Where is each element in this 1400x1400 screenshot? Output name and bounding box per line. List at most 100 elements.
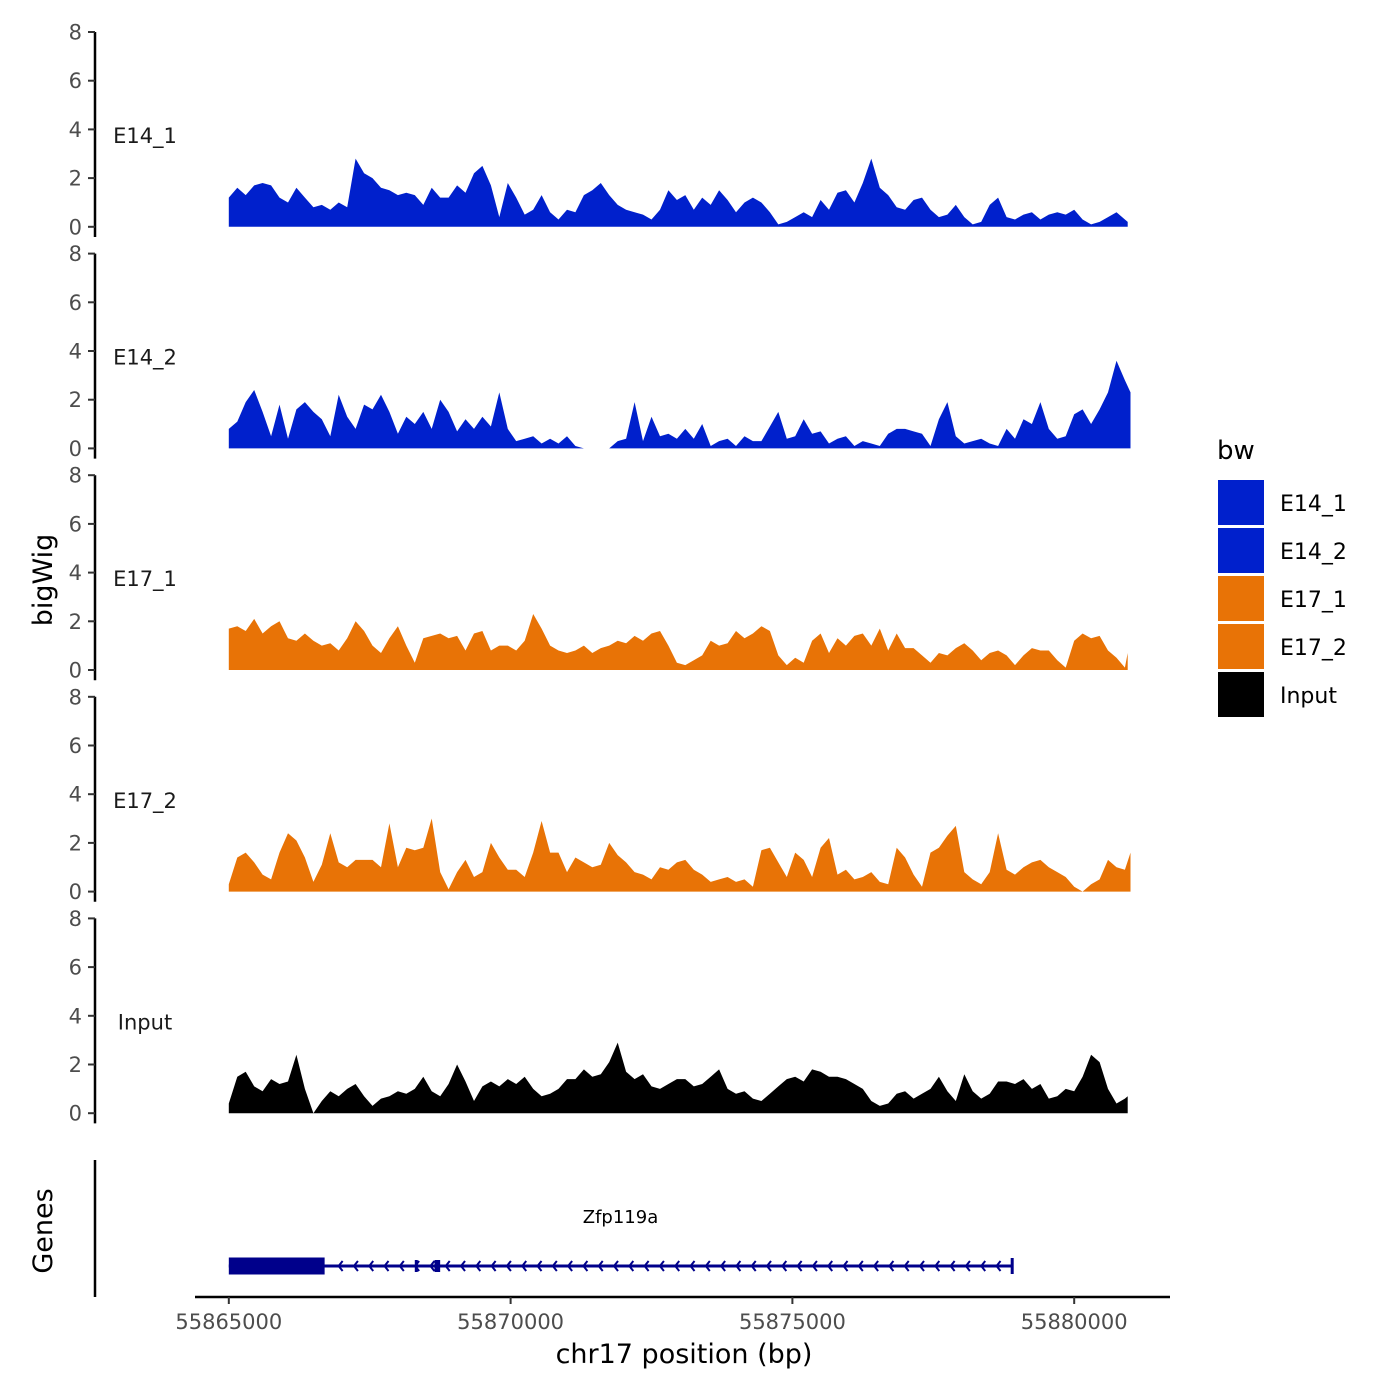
y-tick-label: 2 (69, 831, 82, 855)
legend-swatch (1218, 624, 1264, 669)
legend-swatch (1218, 672, 1264, 717)
strand-arrow (826, 1260, 834, 1272)
strand-arrow (765, 1260, 772, 1272)
y-tick-label: 6 (69, 734, 82, 758)
y-tick-label: 4 (69, 783, 82, 807)
y-tick-label: 0 (69, 880, 82, 904)
tracks-layer: 0 2 4 6 8 E14_1 0 2 4 6 8 E14_2 0 2 4 6 8 E17_1 0 2 4 6 8 E17_2… (69, 21, 1131, 1126)
x-axis-title: chr17 position (bp) (556, 1339, 813, 1370)
track-e17-1: 0 2 4 6 8 E17_1 (69, 464, 1128, 683)
strand-arrow (673, 1260, 681, 1272)
legend: bw E14_1 E14_2 E17_1 E17_2 Input (1217, 436, 1347, 717)
strand-arrow (704, 1260, 711, 1272)
strand-arrow (612, 1260, 619, 1272)
strand-arrow (949, 1260, 956, 1272)
strand-arrow (781, 1260, 788, 1272)
strand-arrow (811, 1260, 818, 1272)
strand-arrow (903, 1260, 910, 1272)
track-area-input (228, 1042, 1128, 1114)
y-tick-label: 8 (69, 685, 82, 709)
track-label: E14_2 (113, 346, 177, 371)
y-tick-label: 8 (69, 21, 82, 45)
y-tick-label: 6 (69, 291, 82, 315)
x-tick-label: 55880000 (1021, 1310, 1128, 1334)
strand-arrow (964, 1260, 971, 1272)
gene-exon (414, 1260, 418, 1272)
strand-arrow (337, 1260, 344, 1272)
track-area-e14-2 (228, 258, 1131, 449)
track-area-e17-2 (228, 786, 1131, 892)
strand-arrow (934, 1260, 941, 1272)
track-label: E14_1 (113, 124, 177, 149)
strand-arrow (643, 1260, 650, 1272)
strand-arrow (459, 1260, 466, 1272)
y-tick-label: 8 (69, 907, 82, 931)
track-e14-2: 0 2 4 6 8 E14_2 (69, 242, 1131, 461)
y-tick-label: 2 (69, 167, 82, 191)
gene-exon (228, 1257, 325, 1275)
strand-arrow (475, 1260, 482, 1272)
legend-swatch (1218, 576, 1264, 621)
x-axis: 55865000 55870000 55875000 55880000 (175, 1295, 1170, 1334)
y-tick-label: 4 (69, 340, 82, 364)
strand-arrow (444, 1260, 451, 1272)
strand-arrow (505, 1260, 512, 1272)
x-tick-label: 55870000 (457, 1310, 564, 1334)
strand-arrow (750, 1260, 757, 1272)
strand-arrow (566, 1260, 573, 1272)
track-label: E17_2 (113, 789, 177, 814)
gene-label: Zfp119a (583, 1207, 658, 1228)
track-area-e14-1 (228, 51, 1128, 227)
strand-arrow (979, 1260, 987, 1272)
y-tick-label: 2 (69, 610, 82, 634)
strand-arrow (383, 1260, 390, 1272)
y-tick-label: 2 (69, 388, 82, 412)
strand-arrow (796, 1260, 803, 1272)
x-tick-label: 55865000 (175, 1310, 282, 1334)
strand-arrow (367, 1260, 375, 1272)
y-tick-label: 0 (69, 437, 82, 461)
legend-entry-label: E17_2 (1280, 636, 1347, 661)
strand-arrow (551, 1260, 558, 1272)
y-tick-label: 4 (69, 561, 82, 585)
y-tick-label: 0 (69, 215, 82, 239)
strand-arrow (689, 1260, 696, 1272)
strand-arrow (872, 1260, 879, 1272)
y-tick-label: 8 (69, 242, 82, 266)
track-input: 0 2 4 6 8 Input (69, 907, 1128, 1126)
strand-arrow (842, 1260, 849, 1272)
track-label: E17_1 (113, 567, 177, 592)
strand-arrow (490, 1260, 497, 1272)
track-label: Input (118, 1010, 172, 1034)
track-area-e17-1 (228, 562, 1128, 670)
genes-axis-title: Genes (28, 1188, 59, 1273)
y-tick-label: 4 (69, 1004, 82, 1028)
legend-title: bw (1217, 436, 1255, 466)
y-tick-label: 4 (69, 118, 82, 142)
legend-entry-label: Input (1280, 684, 1337, 709)
strand-arrow (352, 1260, 359, 1272)
y-axis-title: bigWig (28, 534, 59, 627)
legend-swatch (1218, 480, 1264, 525)
strand-arrow (582, 1260, 589, 1272)
strand-arrow (857, 1260, 864, 1272)
gene-exon (434, 1260, 441, 1272)
strand-arrow (520, 1260, 528, 1272)
strand-arrow (398, 1260, 405, 1272)
y-tick-label: 0 (69, 659, 82, 683)
legend-swatch (1218, 528, 1264, 573)
strand-arrow (628, 1260, 635, 1272)
strand-arrow (918, 1260, 925, 1272)
y-tick-label: 0 (69, 1102, 82, 1126)
strand-arrow (658, 1260, 665, 1272)
legend-entry-label: E14_1 (1280, 492, 1347, 517)
legend-entry-label: E17_1 (1280, 588, 1347, 613)
genes-layer: Zfp119a (93, 1160, 1014, 1297)
x-tick-label: 55875000 (739, 1310, 846, 1334)
strand-arrow (735, 1260, 742, 1272)
strand-arrow (995, 1260, 1002, 1272)
y-tick-label: 2 (69, 1053, 82, 1077)
track-e17-2: 0 2 4 6 8 E17_2 (69, 685, 1131, 904)
